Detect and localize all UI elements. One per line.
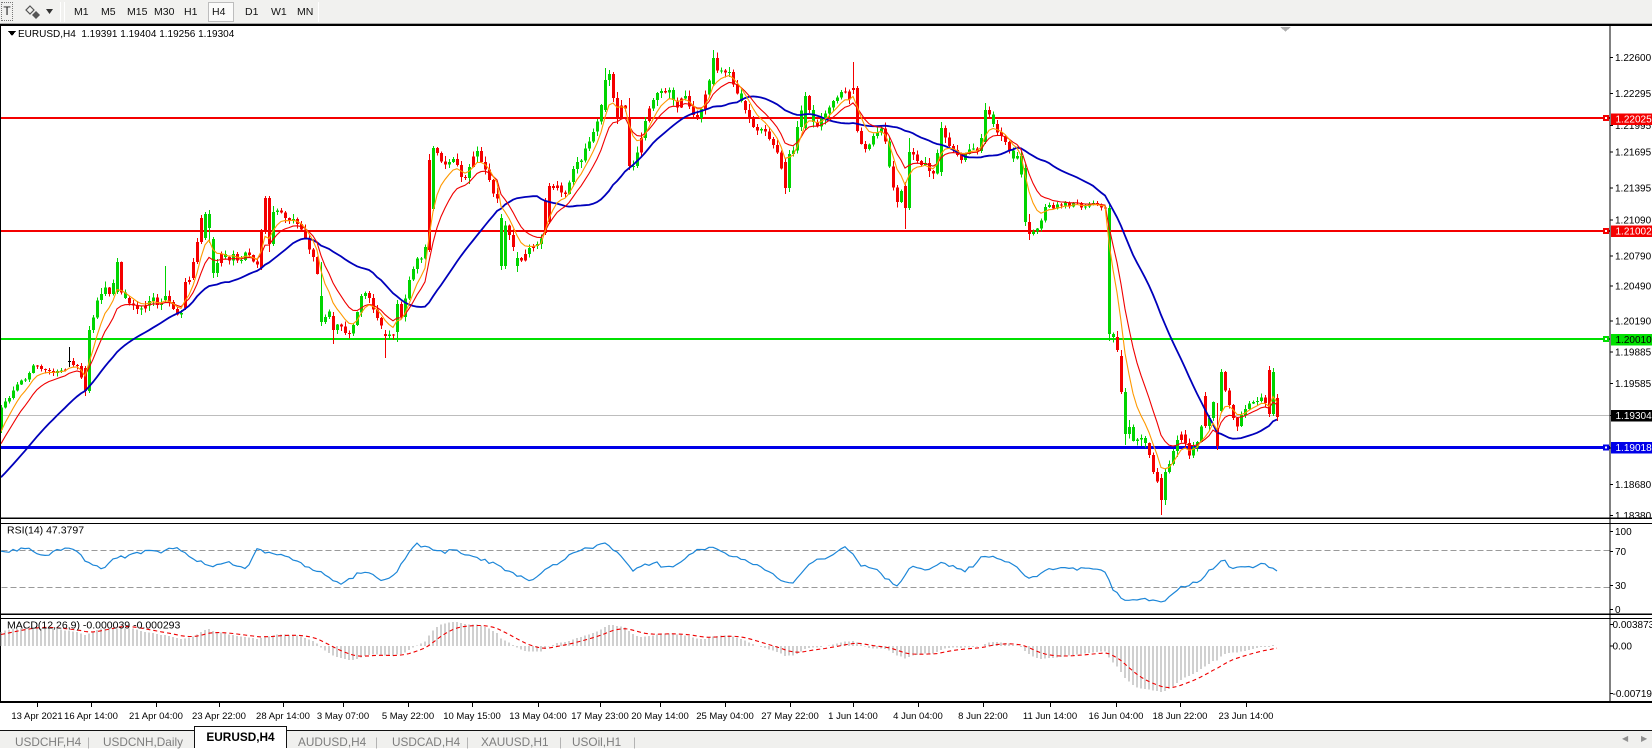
svg-text:1.22600: 1.22600 bbox=[1615, 53, 1652, 64]
svg-text:1.20490: 1.20490 bbox=[1615, 282, 1652, 293]
svg-text:70: 70 bbox=[1615, 547, 1627, 558]
svg-text:5 May 22:00: 5 May 22:00 bbox=[382, 711, 434, 722]
svg-text:17 May 23:00: 17 May 23:00 bbox=[571, 711, 629, 722]
svg-text:EURUSD,H4 1.19391 1.19404 1.1: EURUSD,H4 1.19391 1.19404 1.19256 1.1930… bbox=[18, 29, 235, 40]
svg-text:13 Apr 2021: 13 Apr 2021 bbox=[11, 711, 62, 722]
svg-text:1.19585: 1.19585 bbox=[1615, 379, 1652, 390]
svg-text:23 Apr 22:00: 23 Apr 22:00 bbox=[192, 711, 246, 722]
svg-text:1.21995: 1.21995 bbox=[1615, 121, 1652, 132]
svg-text:8 Jun 22:00: 8 Jun 22:00 bbox=[958, 711, 1008, 722]
svg-text:0.00: 0.00 bbox=[1613, 641, 1633, 652]
svg-text:1.21002: 1.21002 bbox=[1616, 227, 1652, 238]
svg-text:16 Apr 14:00: 16 Apr 14:00 bbox=[64, 711, 118, 722]
svg-text:1.18380: 1.18380 bbox=[1615, 511, 1652, 522]
svg-text:20 May 14:00: 20 May 14:00 bbox=[631, 711, 689, 722]
svg-text:1.20190: 1.20190 bbox=[1615, 317, 1652, 328]
svg-text:4 Jun 04:00: 4 Jun 04:00 bbox=[893, 711, 943, 722]
svg-text:28 Apr 14:00: 28 Apr 14:00 bbox=[256, 711, 310, 722]
svg-text:16 Jun 04:00: 16 Jun 04:00 bbox=[1089, 711, 1144, 722]
svg-text:25 May 04:00: 25 May 04:00 bbox=[696, 711, 754, 722]
svg-text:RSI(14) 47.3797: RSI(14) 47.3797 bbox=[7, 525, 84, 537]
svg-text:1.22295: 1.22295 bbox=[1615, 89, 1652, 100]
svg-text:1.21090: 1.21090 bbox=[1615, 216, 1652, 227]
svg-text:1.19885: 1.19885 bbox=[1615, 348, 1652, 359]
svg-text:18 Jun 22:00: 18 Jun 22:00 bbox=[1153, 711, 1208, 722]
svg-text:1.20010: 1.20010 bbox=[1616, 335, 1652, 346]
svg-text:1.18680: 1.18680 bbox=[1615, 480, 1652, 491]
svg-text:1.19018: 1.19018 bbox=[1616, 443, 1652, 454]
svg-text:11 Jun 14:00: 11 Jun 14:00 bbox=[1023, 711, 1077, 722]
svg-text:100: 100 bbox=[1615, 527, 1632, 538]
svg-text:1.21395: 1.21395 bbox=[1615, 184, 1652, 195]
svg-text:27 May 22:00: 27 May 22:00 bbox=[761, 711, 819, 722]
svg-text:0.003873: 0.003873 bbox=[1613, 620, 1652, 631]
svg-text:-0.007195: -0.007195 bbox=[1613, 689, 1652, 700]
svg-text:MACD(12,26,9) -0.000039 -0.000: MACD(12,26,9) -0.000039 -0.000293 bbox=[7, 620, 181, 632]
svg-text:10 May 15:00: 10 May 15:00 bbox=[443, 711, 501, 722]
svg-text:1 Jun 14:00: 1 Jun 14:00 bbox=[828, 711, 878, 722]
svg-text:13 May 04:00: 13 May 04:00 bbox=[509, 711, 567, 722]
svg-text:30: 30 bbox=[1615, 581, 1627, 592]
svg-text:3 May 07:00: 3 May 07:00 bbox=[317, 711, 369, 722]
svg-text:1.19304: 1.19304 bbox=[1616, 411, 1652, 422]
svg-text:1.21695: 1.21695 bbox=[1615, 148, 1652, 159]
svg-text:23 Jun 14:00: 23 Jun 14:00 bbox=[1219, 711, 1274, 722]
svg-text:0: 0 bbox=[1615, 605, 1621, 616]
svg-text:1.20790: 1.20790 bbox=[1615, 252, 1652, 263]
svg-text:1.22025: 1.22025 bbox=[1616, 115, 1652, 126]
svg-text:21 Apr 04:00: 21 Apr 04:00 bbox=[129, 711, 183, 722]
